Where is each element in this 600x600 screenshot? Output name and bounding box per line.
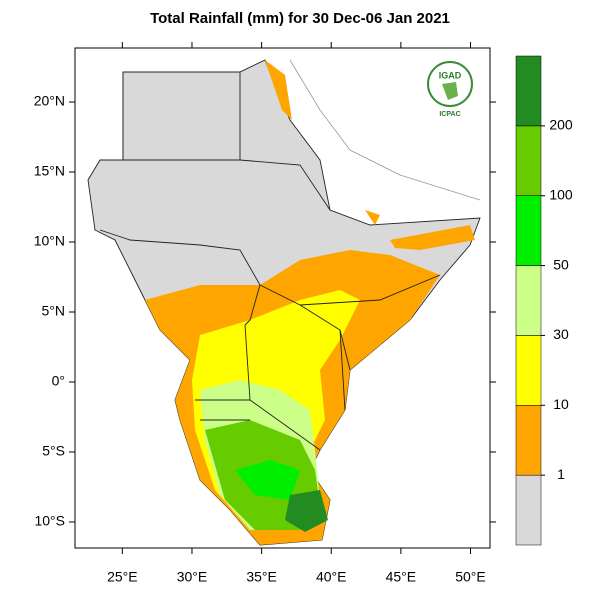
colorbar-segment	[515, 195, 542, 266]
lon-tick-label: 50°E	[455, 569, 486, 585]
lon-tick-label: 45°E	[386, 569, 417, 585]
rain-over-200	[285, 490, 328, 532]
coastline	[289, 59, 481, 201]
colorbar-segment	[515, 55, 542, 127]
lon-tick-label: 25°E	[107, 569, 138, 585]
lat-tick-label: 5°N	[42, 303, 66, 319]
colorbar-label: 1	[557, 466, 565, 482]
lon-tick-label: 30°E	[177, 569, 208, 585]
logo-name: IGAD	[439, 70, 462, 80]
colorbar-segment	[515, 474, 542, 546]
lat-tick-label: 20°N	[34, 93, 65, 109]
lon-tick-label: 35°E	[246, 569, 277, 585]
colorbar-label: 100	[549, 186, 573, 202]
lat-tick-label: 5°S	[42, 443, 65, 459]
rain-50-100	[235, 460, 300, 500]
country-borders	[99, 72, 441, 451]
rain-north	[265, 60, 475, 250]
logo-caption: ICPAC	[439, 111, 460, 118]
lat-tick-label: 10°S	[34, 513, 65, 529]
lat-tick-label: 0°	[52, 373, 65, 389]
lon-tick-label: 40°E	[316, 569, 347, 585]
colorbar-label: 50	[553, 256, 569, 272]
colorbar-label: 200	[549, 117, 573, 133]
colorbar-segment	[515, 265, 542, 336]
colorbar-label: 10	[553, 396, 569, 412]
colorbar-segment	[515, 125, 542, 196]
map-area	[74, 47, 491, 549]
logo: IGAD ICPAC	[427, 61, 473, 118]
colorbar-segment	[515, 335, 542, 406]
lat-tick-label: 10°N	[34, 233, 65, 249]
lat-tick-label: 15°N	[34, 163, 65, 179]
colorbar-segment	[515, 405, 542, 476]
logo-map	[442, 82, 458, 100]
colorbar-label: 30	[553, 326, 569, 342]
map-title: Total Rainfall (mm) for 30 Dec-06 Jan 20…	[150, 10, 450, 27]
